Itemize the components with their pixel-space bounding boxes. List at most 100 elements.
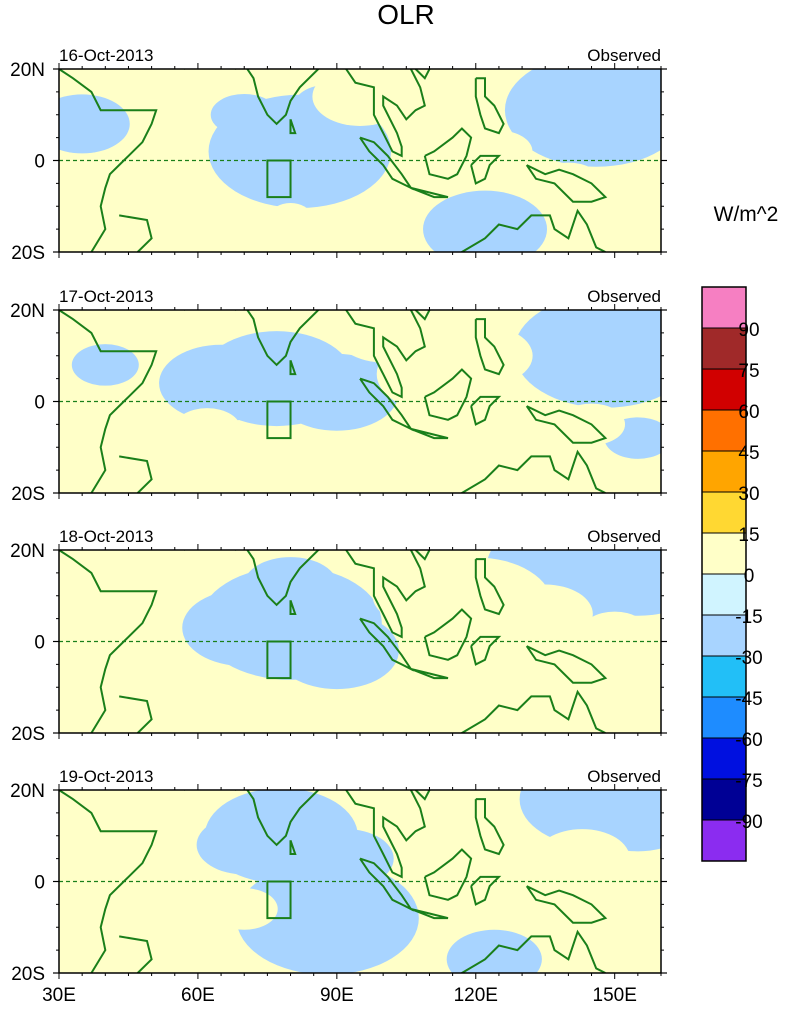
- x-tick-label: 60E: [181, 985, 215, 1006]
- coastline-14: [414, 310, 431, 321]
- panel-date: 17-Oct-2013: [59, 287, 154, 306]
- colorbar-label: 60: [738, 402, 759, 423]
- anomaly-field: [59, 310, 661, 493]
- coastline-1: [59, 790, 158, 973]
- panel-4: 20N 0 20S 19-Oct-2013 Observed: [10, 767, 667, 985]
- coastline-5: [289, 839, 297, 855]
- coastline-8: [410, 668, 449, 680]
- y-tick-label: 20N: [10, 60, 45, 81]
- coastline-6: [345, 550, 426, 639]
- colorbar-label: -45: [735, 689, 762, 710]
- coastline-13: [460, 689, 606, 733]
- coastline-12: [525, 645, 608, 684]
- coastline-3: [184, 310, 186, 311]
- anomaly-mark-11: [210, 888, 278, 930]
- anomaly-mark-1: [236, 861, 419, 973]
- anomaly-mark-8: [59, 94, 130, 154]
- y-tick-label: 0: [34, 873, 45, 894]
- coastline-15: [476, 772, 485, 781]
- panel-2: 20N 0 20S 17-Oct-2013 Observed: [10, 287, 667, 505]
- panel-date: 16-Oct-2013: [59, 46, 154, 65]
- panel-status: Observed: [587, 527, 661, 546]
- coastline-7: [359, 617, 414, 672]
- y-tick-label: 20N: [10, 541, 45, 562]
- coastline-11: [474, 798, 505, 856]
- anomaly-mark-6: [71, 344, 139, 386]
- colorbar-bin: [701, 696, 747, 739]
- coastline-2: [119, 935, 153, 973]
- coastline-9: [423, 848, 473, 901]
- study-box: [266, 640, 292, 680]
- colorbar-label: -15: [735, 607, 762, 628]
- y-tick-label: 20S: [11, 724, 45, 745]
- coastline-4: [235, 550, 320, 607]
- colorbar-label: 15: [738, 525, 759, 546]
- anomaly-mark-8: [372, 566, 468, 626]
- y-tick-label: 20S: [11, 964, 45, 985]
- coastline-4: [235, 310, 320, 367]
- panel-3: 20N 0 20S 18-Oct-2013 Observed: [10, 527, 667, 745]
- colorbar-label: -30: [735, 648, 762, 669]
- colorbar-label: 0: [744, 566, 755, 587]
- coastline-11: [474, 558, 505, 616]
- coastline-12: [525, 405, 608, 444]
- coastline-4: [235, 69, 320, 126]
- coastline-15: [476, 51, 485, 60]
- y-tick-label: 20S: [11, 484, 45, 505]
- colorbar-label: 90: [738, 320, 759, 341]
- colorbar-bin: [701, 286, 747, 329]
- panel-date: 18-Oct-2013: [59, 527, 154, 546]
- coastline-7: [359, 377, 414, 432]
- anomaly-mark-8: [534, 829, 630, 889]
- anomaly-mark-11: [465, 657, 533, 699]
- y-tick-label: 0: [34, 152, 45, 173]
- anomaly-mark-7: [446, 929, 542, 973]
- colorbar-label: 45: [738, 443, 759, 464]
- coastline-2: [119, 214, 153, 252]
- coastline-11: [474, 77, 505, 135]
- y-tick-label: 20N: [10, 781, 45, 802]
- anomaly-mark-2: [159, 344, 284, 422]
- coastline-5: [289, 599, 297, 615]
- colorbar-label: -60: [735, 730, 762, 751]
- coastline-14: [414, 550, 431, 561]
- anomaly-mark-4: [298, 829, 394, 889]
- anomaly-mark-13: [594, 914, 635, 940]
- coastline-10: [470, 395, 502, 426]
- anomaly-mark-3: [274, 612, 399, 690]
- coastline-15: [476, 532, 485, 541]
- coastline-10: [470, 875, 502, 906]
- colorbar: 90 75 60 45 30 15 0 -15 -30 -45 -60 -75 -90: [701, 286, 763, 862]
- coastline-2: [119, 695, 153, 733]
- coastline-14: [414, 69, 431, 80]
- anomaly-field: [59, 532, 661, 733]
- study-box: [266, 880, 292, 920]
- anomaly-mark-12: [168, 887, 209, 913]
- colorbar-label: 75: [738, 361, 759, 382]
- coastline-5: [289, 118, 297, 135]
- coastline-6: [345, 790, 426, 879]
- coastline-1: [59, 550, 158, 733]
- coastline-9: [423, 368, 473, 421]
- x-tick-label: 150E: [593, 985, 637, 1006]
- anomaly-mark-5: [570, 310, 661, 372]
- colorbar-bin: [701, 409, 747, 452]
- coastline-12: [525, 164, 608, 203]
- coastline-6: [345, 69, 426, 158]
- coastline-8: [410, 908, 449, 920]
- x-tick-label: 90E: [320, 985, 354, 1006]
- coastline-10: [470, 635, 502, 666]
- coastline-7: [359, 136, 414, 191]
- anomaly-mark-4: [242, 557, 339, 617]
- colorbar-label: -75: [735, 771, 762, 792]
- coastline-1: [59, 69, 158, 252]
- y-tick-label: 20S: [11, 243, 45, 264]
- coastline-10: [470, 154, 502, 185]
- x-tick-label: 120E: [454, 985, 498, 1006]
- anomaly-field: [59, 51, 661, 252]
- colorbar-label: 30: [738, 484, 759, 505]
- coastline-3: [184, 69, 186, 70]
- y-tick-label: 20N: [10, 301, 45, 322]
- panel-status: Observed: [587, 767, 661, 786]
